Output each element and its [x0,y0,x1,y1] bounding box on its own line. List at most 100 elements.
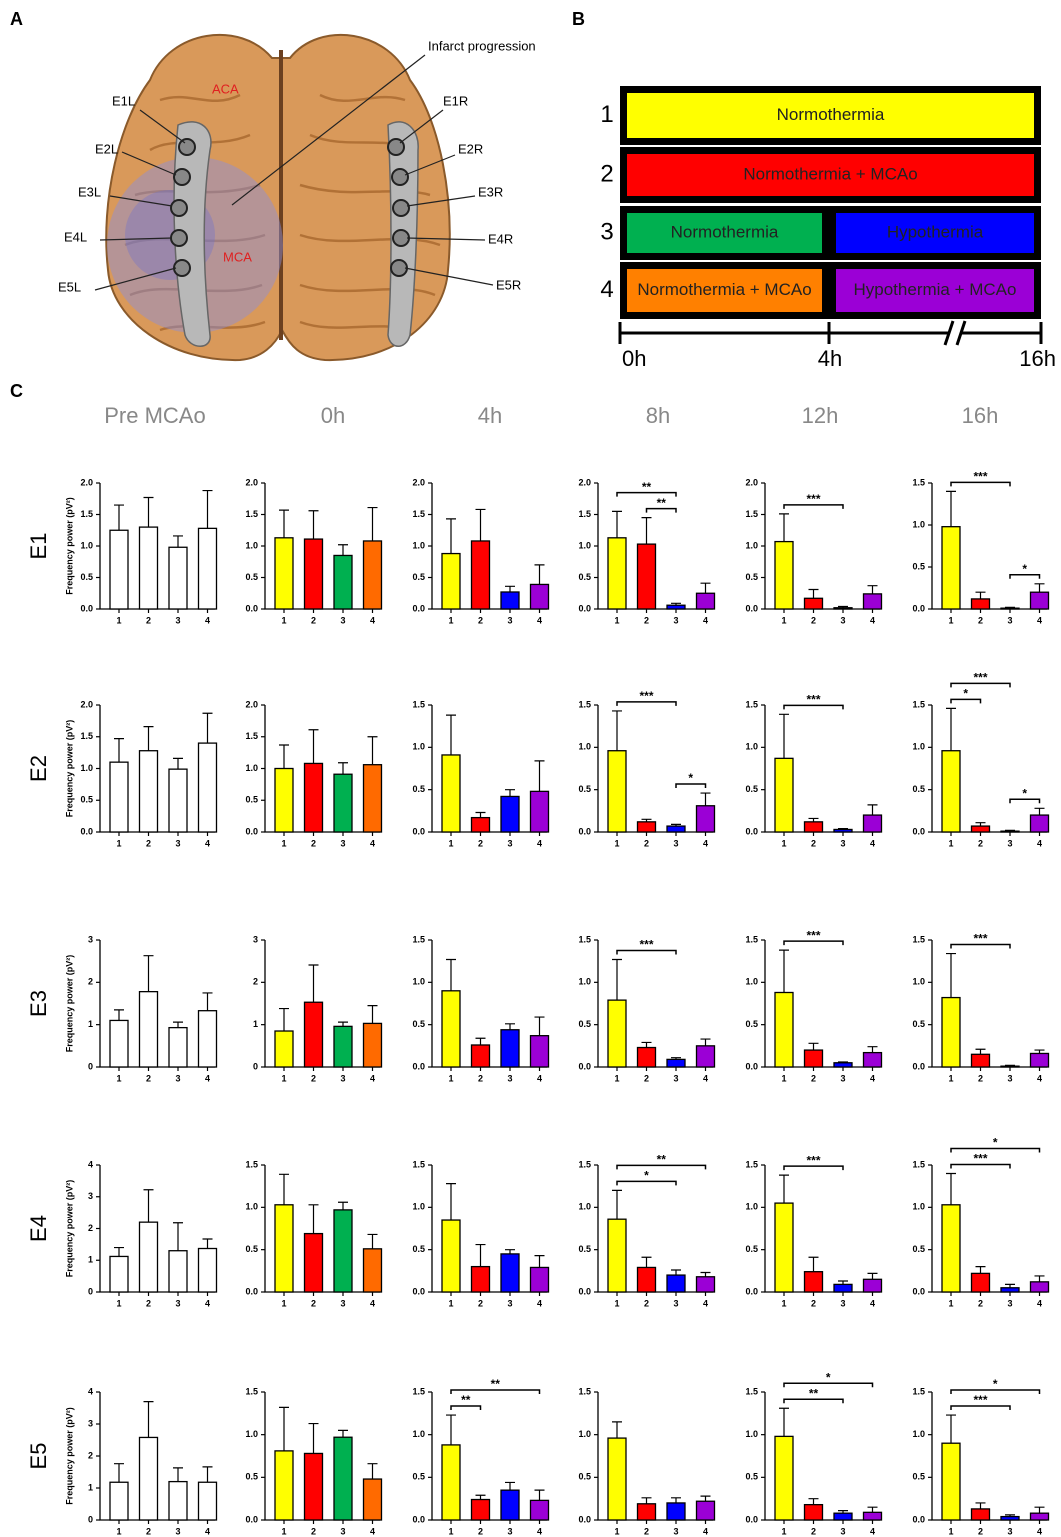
bar [667,1059,685,1067]
x-tick-label: 3 [673,1073,678,1083]
error-bar [368,737,378,765]
error-bar [642,1042,652,1047]
error-bar [279,1174,289,1204]
bar [472,1045,490,1067]
bar [864,1053,882,1067]
y-tick-label: 1.5 [912,477,925,487]
y-tick-label: 1.5 [245,1159,258,1169]
y-tick-label: 0.5 [912,1244,925,1254]
x-tick-label: 1 [781,1526,786,1536]
x-tick-label: 4 [537,1298,542,1308]
bar [972,1509,990,1520]
bar [1001,1066,1019,1067]
bar [364,1249,382,1292]
bar [442,991,460,1067]
bar [531,1267,549,1292]
error-bar [203,993,213,1011]
y-tick-label: 1.0 [245,1429,258,1439]
significance-label: * [993,1136,998,1150]
y-tick-label: 0.0 [745,1061,758,1071]
y-tick-label: 1.0 [578,977,591,987]
y-tick-label: 0.5 [245,795,258,805]
y-tick-label: 0.0 [578,826,591,836]
bar-chart: 0.00.51.01.51234*** [745,1153,881,1308]
error-bar [946,954,956,998]
x-tick-label: 1 [948,615,953,625]
bar [638,544,656,609]
x-tick-label: 4 [703,1526,708,1536]
y-tick-label: 1 [253,1019,258,1029]
x-tick-label: 1 [116,615,121,625]
error-bar [144,1402,154,1438]
y-tick-label: 2.0 [245,699,258,709]
bar [864,1279,882,1292]
x-tick-label: 1 [614,1073,619,1083]
y-tick-label: 1.0 [912,519,925,529]
y-tick-label: 2.0 [80,477,93,487]
significance-label: *** [806,1153,820,1167]
x-tick-label: 1 [614,838,619,848]
y-tick-label: 0.0 [578,1286,591,1296]
bar [638,1267,656,1292]
x-tick-label: 2 [811,1298,816,1308]
error-bar [1035,1276,1045,1282]
y-tick-label: 1.0 [80,763,93,773]
x-tick-label: 4 [1037,1298,1042,1308]
bar-chart: 0.00.51.01.51234 [245,1159,381,1308]
group-label: Normothermia [671,222,779,241]
bar-chart: 0.00.51.01.51234**** [912,1136,1048,1309]
panel-letter: A [10,9,23,29]
bar [472,1500,490,1520]
bar [775,758,793,832]
error-bar [338,763,348,774]
x-tick-label: 4 [1037,1073,1042,1083]
significance-label: ** [642,480,652,494]
y-tick-label: 1.5 [578,1386,591,1396]
x-tick-label: 1 [281,1526,286,1536]
group-label: Hypothermia [887,222,984,241]
error-bar [946,491,956,526]
y-tick-label: 1.5 [412,699,425,709]
bar [972,1273,990,1292]
error-bar [612,511,622,537]
bar [775,542,793,609]
y-tick-label: 1.5 [412,934,425,944]
x-tick-label: 2 [644,1526,649,1536]
error-bar [701,583,711,593]
bar [697,1277,715,1292]
bar [275,538,293,609]
y-tick-label: 0.0 [745,1286,758,1296]
error-bar [868,1507,878,1512]
bar-chart: 0.00.51.01.52.01234 [245,699,381,848]
bar [334,774,352,832]
bar [305,1453,323,1520]
y-tick-label: 0.5 [745,572,758,582]
bar [864,1512,882,1520]
y-tick-label: 0.5 [912,561,925,571]
x-tick-label: 1 [281,1073,286,1083]
bar [775,992,793,1067]
bar [805,1050,823,1067]
bar [805,822,823,832]
x-tick-label: 1 [116,838,121,848]
error-bar [368,1464,378,1479]
x-tick-label: 3 [673,1526,678,1536]
bar [501,1254,519,1292]
x-tick-label: 1 [948,1298,953,1308]
electrode-label: E5R [496,277,521,292]
y-tick-label: 0.5 [245,1244,258,1254]
x-tick-label: 3 [1007,1073,1012,1083]
x-tick-label: 2 [644,838,649,848]
y-tick-label: 0.5 [912,1472,925,1482]
bar [531,791,549,832]
x-tick-label: 1 [948,838,953,848]
y-tick-label: 0.0 [912,1514,925,1524]
bar [275,1205,293,1292]
error-bar [446,959,456,990]
bar [140,527,158,609]
error-bar [279,1009,289,1031]
bar [110,1482,128,1520]
significance-label: *** [639,689,653,703]
x-tick-label: 2 [311,1073,316,1083]
y-tick-label: 2 [88,1223,93,1233]
